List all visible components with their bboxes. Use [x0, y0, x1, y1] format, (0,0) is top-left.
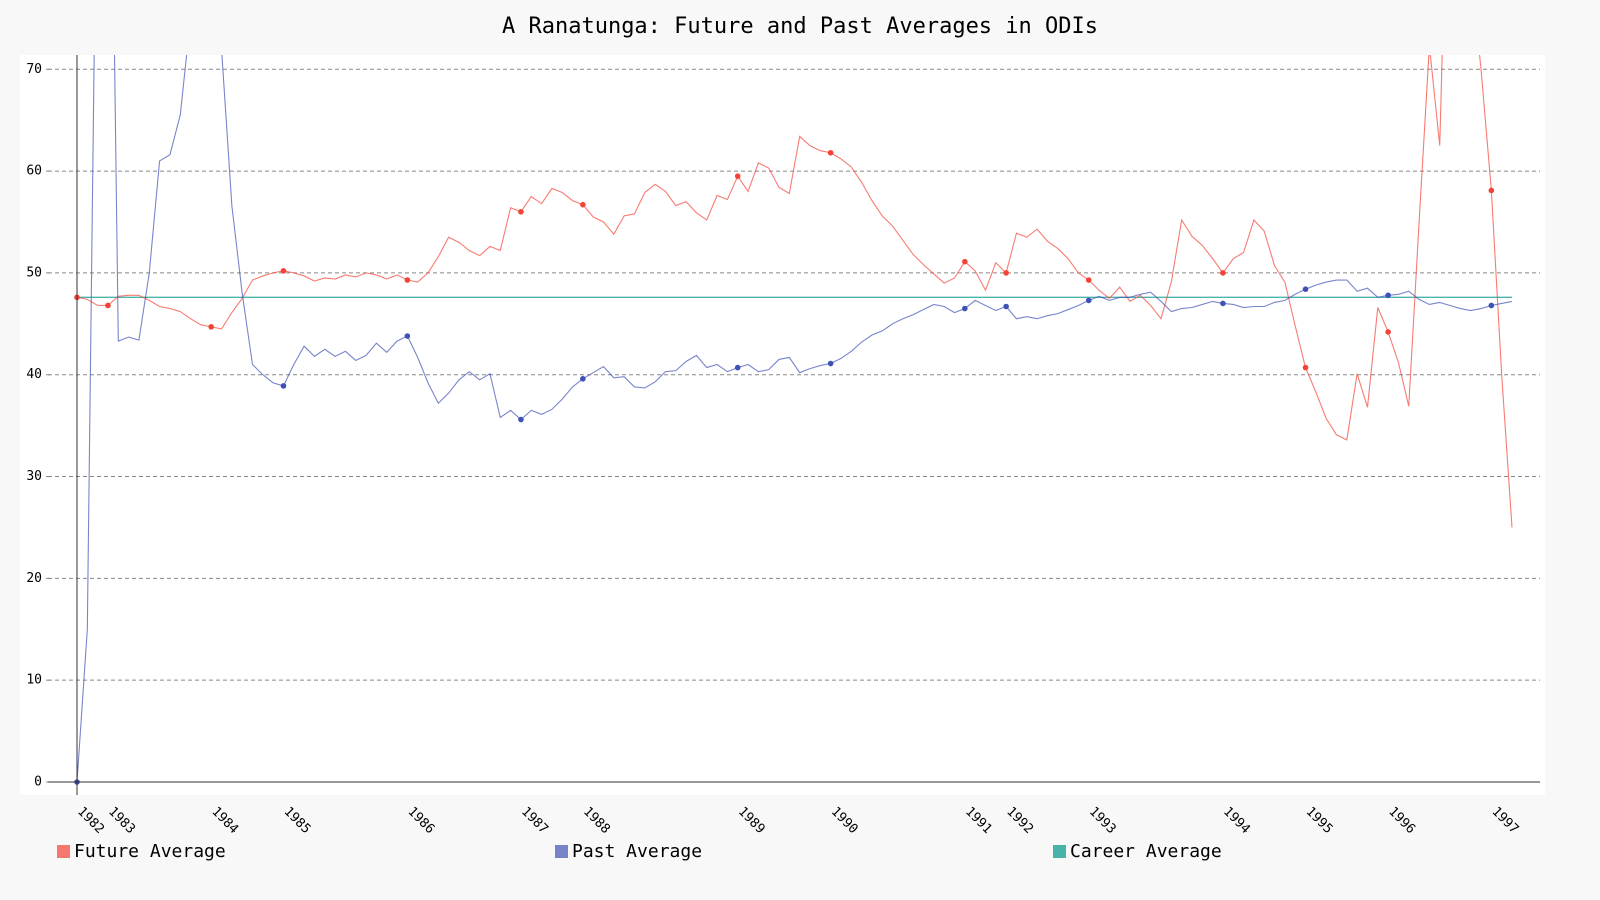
legend-swatch — [57, 845, 70, 858]
x-tick-label: 1991 — [962, 804, 995, 837]
grid — [48, 68, 1540, 681]
data-point — [1385, 292, 1391, 299]
data-point — [280, 268, 287, 274]
y-tick-label: 60 — [26, 164, 42, 179]
data-point — [962, 305, 968, 312]
data-point — [105, 302, 111, 309]
plot — [74, 55, 1513, 785]
x-tick-label: 1990 — [828, 804, 861, 837]
data-point — [1003, 270, 1009, 276]
y-tick-label: 10 — [26, 673, 42, 688]
series-line — [76, 55, 1513, 528]
data-point — [1488, 302, 1495, 309]
x-tick-label: 1984 — [208, 804, 241, 837]
x-tick-label: 1983 — [105, 804, 138, 837]
y-tick-label: 50 — [26, 265, 42, 280]
y-tick-label: 30 — [26, 469, 42, 484]
x-tick-label: 1982 — [74, 804, 107, 837]
legend-label: Past Average — [572, 841, 702, 862]
legend-label: Career Average — [1070, 841, 1222, 862]
data-point — [827, 360, 834, 367]
legend-swatch — [555, 845, 568, 858]
data-point — [1302, 286, 1309, 292]
data-point — [1302, 364, 1309, 371]
x-tick-label: 1987 — [518, 804, 551, 837]
y-tick-label: 40 — [26, 367, 42, 382]
legend-label: Future Average — [74, 841, 226, 862]
plot-area — [20, 55, 1545, 795]
x-tick-label: 1997 — [1489, 804, 1522, 837]
x-tick-label: 1996 — [1385, 804, 1418, 837]
x-tick-label: 1986 — [405, 804, 438, 837]
legend-swatch — [1053, 845, 1066, 858]
data-point — [1220, 270, 1226, 276]
data-point — [580, 375, 586, 382]
data-point — [404, 333, 411, 339]
data-point — [580, 201, 586, 208]
x-tick-label: 1988 — [580, 804, 613, 837]
data-point — [518, 209, 524, 215]
chart-title: A Ranatunga: Future and Past Averages in… — [502, 14, 1098, 39]
series-line — [76, 55, 1513, 783]
data-point — [1085, 277, 1092, 283]
y-tick-label: 0 — [34, 775, 42, 790]
data-point — [1488, 187, 1495, 194]
data-point — [518, 416, 524, 423]
data-point — [962, 258, 968, 265]
data-point — [1003, 303, 1009, 310]
data-point — [1220, 300, 1226, 307]
data-point — [827, 149, 834, 156]
x-tick-label: 1985 — [281, 804, 314, 837]
x-tick-label: 1993 — [1086, 804, 1119, 837]
x-tick-label: 1992 — [1003, 804, 1036, 837]
data-point — [734, 173, 741, 179]
data-point — [404, 277, 411, 283]
x-tick-label: 1995 — [1303, 804, 1336, 837]
data-point — [734, 364, 741, 371]
x-tick-label: 1994 — [1220, 804, 1253, 837]
data-point — [1085, 297, 1092, 304]
data-point — [208, 324, 215, 330]
data-point — [1385, 329, 1391, 335]
x-tick-label: 1989 — [735, 804, 768, 837]
y-tick-label: 70 — [26, 62, 42, 77]
data-point — [280, 383, 287, 389]
y-tick-label: 20 — [26, 571, 42, 586]
